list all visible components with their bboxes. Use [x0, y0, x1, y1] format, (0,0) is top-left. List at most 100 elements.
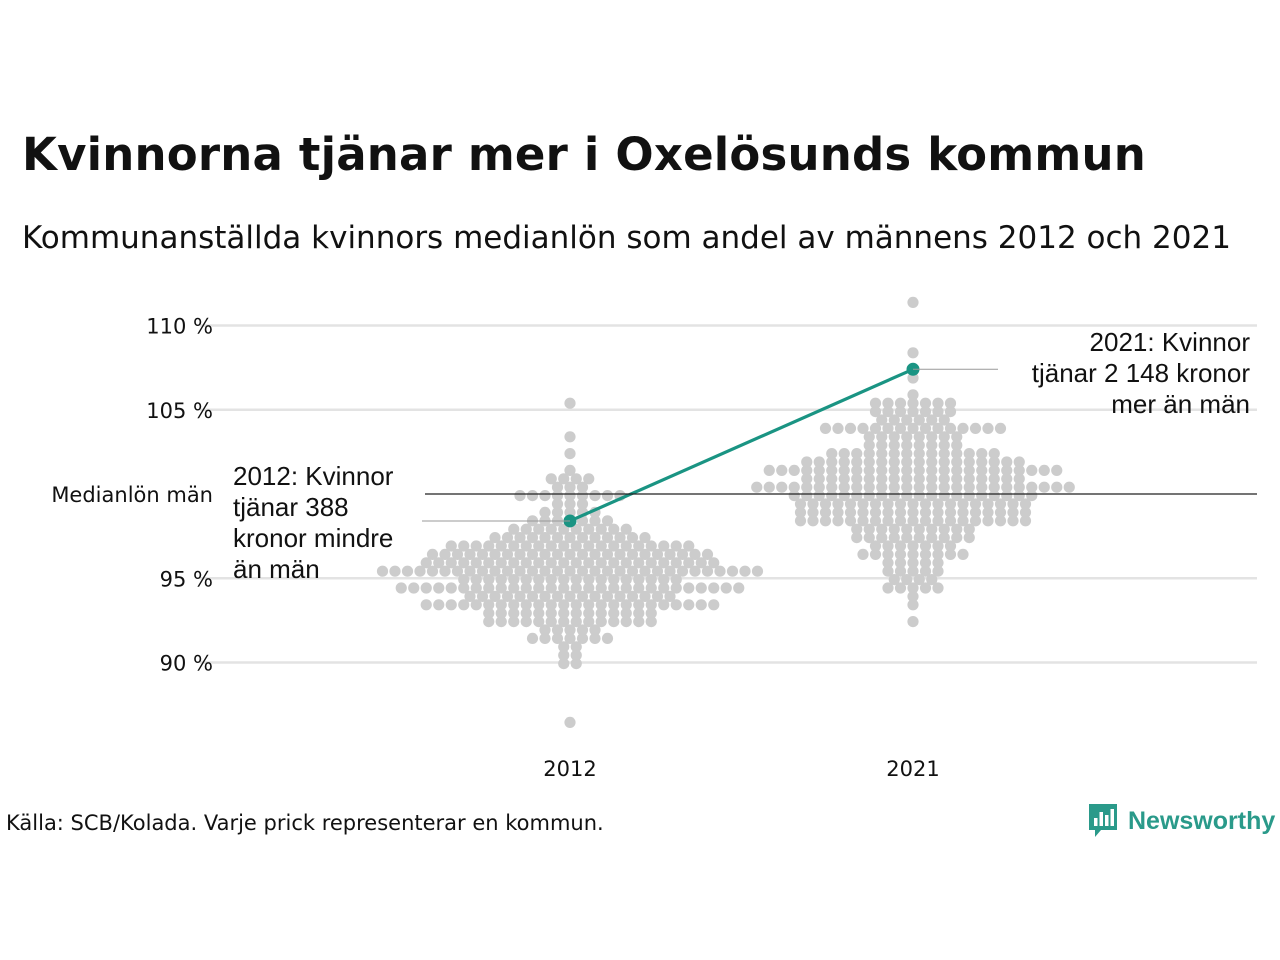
municipality-dot [944, 548, 957, 561]
municipality-dot [564, 498, 576, 510]
municipality-dot [857, 422, 869, 434]
municipality-dot [1019, 506, 1032, 518]
municipality-dot [826, 456, 838, 468]
municipality-dot [508, 582, 520, 594]
municipality-dot [994, 506, 1007, 518]
municipality-dot [676, 548, 689, 561]
municipality-dot [551, 481, 564, 493]
municipality-dot [851, 448, 863, 460]
municipality-dot [551, 624, 564, 636]
municipality-dot [564, 565, 576, 577]
municipality-dot [576, 548, 589, 561]
municipality-dot [595, 599, 607, 611]
municipality-dot [658, 599, 670, 611]
municipality-dot [664, 548, 676, 561]
municipality-dot [620, 599, 632, 611]
municipality-dot [608, 616, 620, 628]
municipality-dot [589, 515, 601, 527]
municipality-dot [944, 515, 957, 527]
municipality-dot [926, 464, 938, 476]
municipality-dot [932, 548, 944, 561]
municipality-dot [495, 574, 507, 586]
municipality-dot [1026, 481, 1038, 493]
municipality-dot [907, 548, 919, 561]
municipality-dot [788, 490, 800, 502]
municipality-dot [570, 599, 582, 611]
municipality-dot [1063, 481, 1075, 493]
municipality-dot [633, 607, 645, 619]
municipality-dot [938, 448, 950, 460]
municipality-dot [938, 439, 950, 451]
municipality-dot [608, 557, 620, 569]
municipality-dot [876, 431, 888, 443]
municipality-dot [558, 582, 570, 594]
municipality-dot [969, 515, 982, 527]
municipality-dot [963, 481, 975, 493]
municipality-dot [595, 582, 607, 594]
municipality-dot [913, 523, 925, 535]
municipality-dot [926, 481, 938, 493]
dot-swarm [376, 296, 1075, 729]
municipality-dot [695, 557, 707, 569]
municipality-dot [894, 406, 907, 418]
municipality-dot [720, 582, 732, 594]
municipality-dot [533, 540, 545, 552]
beeswarm-chart: 90 % 95 % Medianlön män 105 % 110 % 2012 2021… [51, 296, 1257, 781]
municipality-dot [957, 548, 969, 561]
municipality-dot [801, 473, 813, 485]
municipality-dot [533, 523, 545, 535]
municipality-dot [938, 414, 950, 426]
municipality-dot [608, 540, 620, 552]
municipality-dot [951, 523, 963, 535]
municipality-dot [882, 422, 894, 434]
municipality-dot [576, 590, 589, 603]
municipality-dot [907, 296, 919, 308]
municipality-dot [863, 431, 875, 443]
municipality-dot [564, 716, 576, 729]
municipality-dot [932, 498, 944, 510]
municipality-dot [533, 582, 545, 594]
municipality-dot [1001, 473, 1013, 485]
municipality-dot [589, 624, 601, 636]
municipality-dot [614, 590, 626, 603]
municipality-dot [1019, 498, 1032, 510]
municipality-dot [520, 523, 532, 535]
municipality-dot [608, 574, 620, 586]
municipality-dot [501, 532, 514, 544]
municipality-dot [888, 473, 900, 485]
municipality-dot [963, 532, 975, 544]
municipality-dot [458, 582, 470, 594]
municipality-dot [788, 464, 800, 476]
municipality-dot [539, 590, 551, 603]
municipality-dot [838, 456, 850, 468]
municipality-dot [495, 599, 507, 611]
municipality-dot [838, 490, 850, 502]
municipality-dot [907, 389, 919, 401]
municipality-dot [458, 574, 470, 586]
municipality-dot [1026, 490, 1038, 502]
municipality-dot [570, 616, 582, 628]
municipality-dot [583, 582, 595, 594]
municipality-dot [514, 565, 526, 577]
municipality-dot [788, 481, 800, 493]
municipality-dot [919, 557, 932, 569]
municipality-dot [714, 565, 726, 577]
municipality-dot [389, 565, 401, 577]
municipality-dot [576, 481, 589, 493]
municipality-dot [807, 506, 819, 518]
municipality-dot [570, 582, 582, 594]
municipality-dot [508, 607, 520, 619]
municipality-dot [564, 481, 576, 493]
municipality-dot [726, 565, 739, 577]
municipality-dot [919, 422, 932, 434]
municipality-dot [489, 532, 501, 544]
x-tick-label: 2021 [886, 757, 939, 781]
municipality-dot [1007, 506, 1019, 518]
municipality-dot [589, 548, 601, 561]
municipality-dot [969, 498, 982, 510]
municipality-dot [969, 422, 982, 434]
municipality-dot [988, 490, 1000, 502]
municipality-dot [445, 599, 457, 611]
municipality-dot [708, 582, 720, 594]
municipality-dot [801, 481, 813, 493]
